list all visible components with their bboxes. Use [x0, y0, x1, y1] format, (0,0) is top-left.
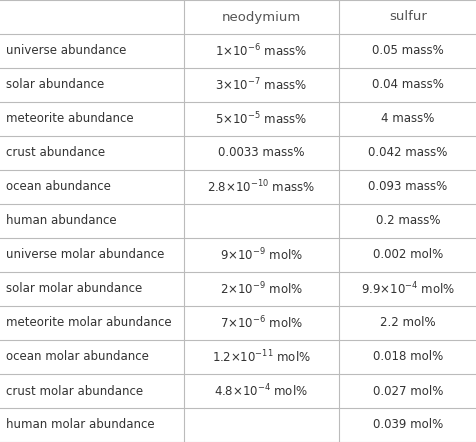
Text: 2.2 mol%: 2.2 mol%: [379, 316, 435, 329]
Text: $1{\times}10^{-6}$ mass%: $1{\times}10^{-6}$ mass%: [215, 43, 307, 59]
Text: sulfur: sulfur: [388, 11, 426, 23]
Text: 0.04 mass%: 0.04 mass%: [371, 79, 443, 91]
Text: human abundance: human abundance: [6, 214, 116, 228]
Text: ocean abundance: ocean abundance: [6, 180, 110, 194]
Text: 0.042 mass%: 0.042 mass%: [367, 146, 446, 160]
Text: ocean molar abundance: ocean molar abundance: [6, 351, 149, 363]
Text: $4.8{\times}10^{-4}$ mol%: $4.8{\times}10^{-4}$ mol%: [214, 383, 307, 399]
Text: human molar abundance: human molar abundance: [6, 419, 154, 431]
Text: crust molar abundance: crust molar abundance: [6, 385, 142, 397]
Text: universe molar abundance: universe molar abundance: [6, 248, 164, 262]
Text: $9.9{\times}10^{-4}$ mol%: $9.9{\times}10^{-4}$ mol%: [360, 281, 454, 297]
Text: 0.093 mass%: 0.093 mass%: [367, 180, 446, 194]
Text: 0.0033 mass%: 0.0033 mass%: [218, 146, 304, 160]
Text: 4 mass%: 4 mass%: [380, 113, 434, 126]
Text: 0.2 mass%: 0.2 mass%: [375, 214, 439, 228]
Text: 0.039 mol%: 0.039 mol%: [372, 419, 442, 431]
Text: universe abundance: universe abundance: [6, 45, 126, 57]
Text: neodymium: neodymium: [221, 11, 300, 23]
Text: 0.05 mass%: 0.05 mass%: [371, 45, 443, 57]
Text: $7{\times}10^{-6}$ mol%: $7{\times}10^{-6}$ mol%: [219, 315, 302, 332]
Text: $9{\times}10^{-9}$ mol%: $9{\times}10^{-9}$ mol%: [219, 247, 302, 263]
Text: $3{\times}10^{-7}$ mass%: $3{\times}10^{-7}$ mass%: [215, 77, 307, 93]
Text: $1.2{\times}10^{-11}$ mol%: $1.2{\times}10^{-11}$ mol%: [211, 349, 310, 365]
Text: meteorite abundance: meteorite abundance: [6, 113, 133, 126]
Text: $2.8{\times}10^{-10}$ mass%: $2.8{\times}10^{-10}$ mass%: [207, 179, 315, 195]
Text: solar molar abundance: solar molar abundance: [6, 282, 142, 296]
Text: solar abundance: solar abundance: [6, 79, 104, 91]
Text: $2{\times}10^{-9}$ mol%: $2{\times}10^{-9}$ mol%: [219, 281, 302, 297]
Text: $5{\times}10^{-5}$ mass%: $5{\times}10^{-5}$ mass%: [215, 110, 307, 127]
Text: crust abundance: crust abundance: [6, 146, 105, 160]
Text: meteorite molar abundance: meteorite molar abundance: [6, 316, 171, 329]
Text: 0.027 mol%: 0.027 mol%: [372, 385, 442, 397]
Text: 0.002 mol%: 0.002 mol%: [372, 248, 442, 262]
Text: 0.018 mol%: 0.018 mol%: [372, 351, 442, 363]
